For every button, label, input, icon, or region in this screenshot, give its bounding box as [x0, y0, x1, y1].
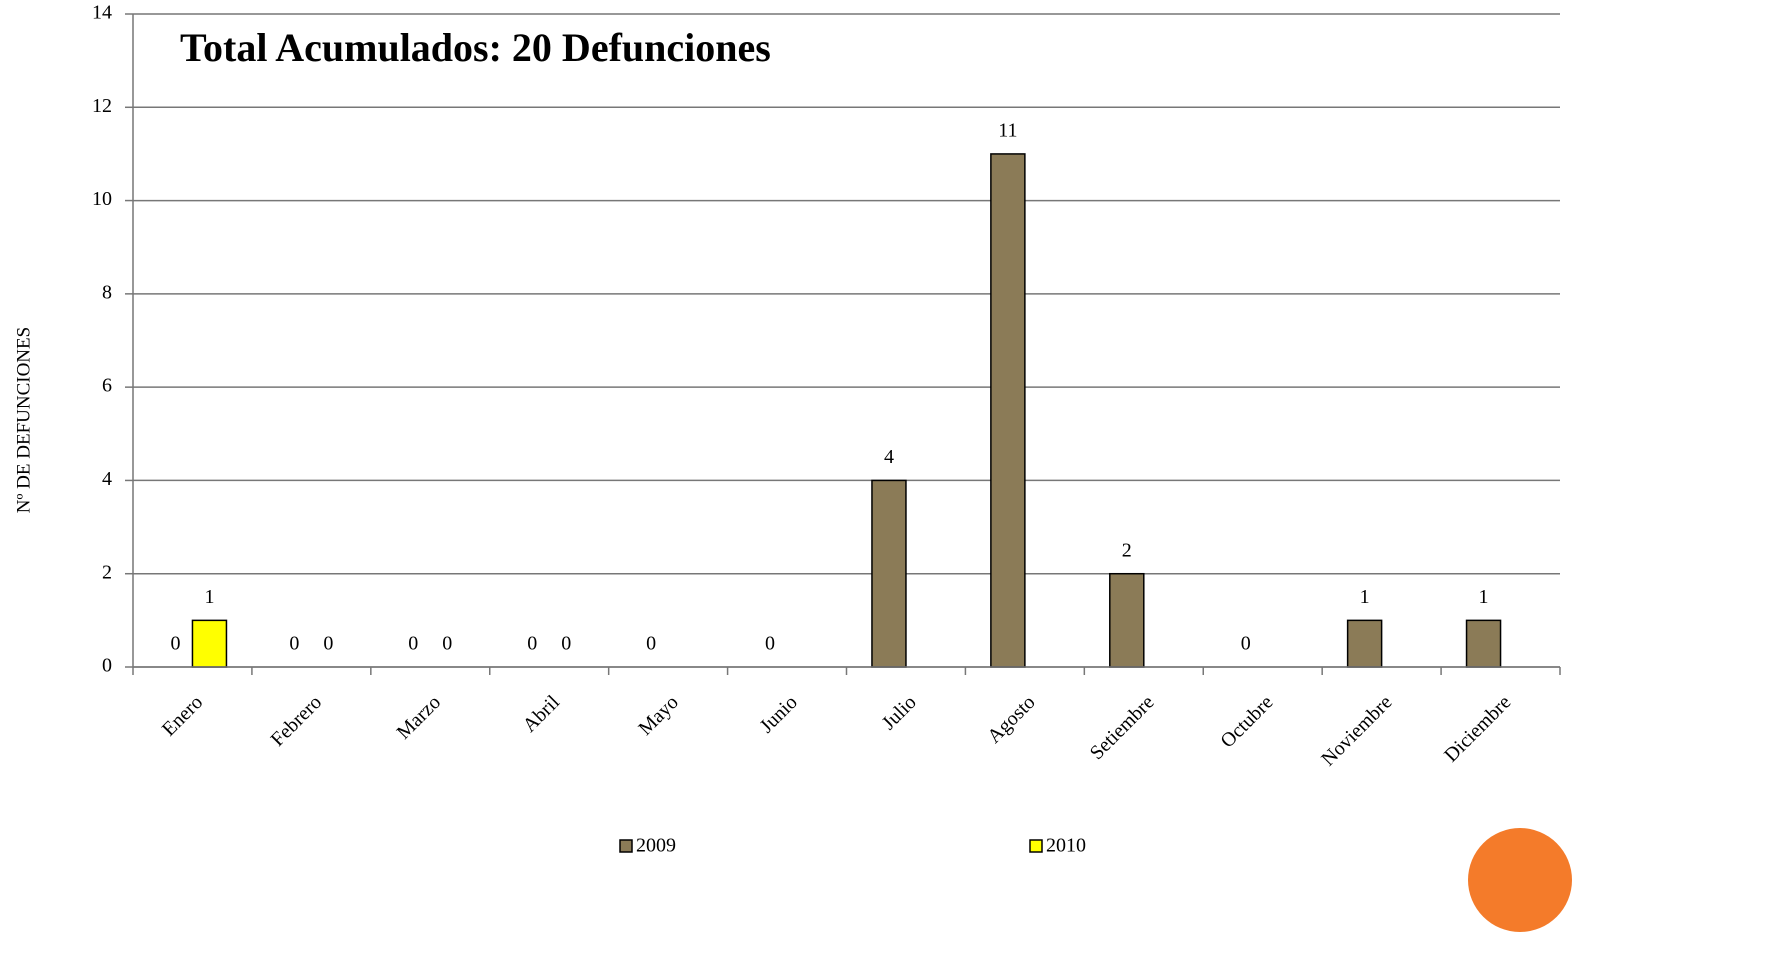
x-tick-label: Julio [878, 691, 921, 734]
x-tick-label: Noviembre [1317, 691, 1396, 770]
x-tick-label: Mayo [634, 691, 683, 740]
title-box [160, 15, 1000, 105]
decoration [1468, 828, 1572, 932]
data-label: 0 [289, 633, 299, 655]
legend-label: 2009 [636, 835, 676, 857]
y-tick-label: 4 [102, 468, 112, 490]
x-tick-label: Junio [756, 691, 802, 737]
data-label: 1 [204, 586, 214, 608]
y-tick-label: 12 [92, 95, 112, 117]
x-tick-label: Diciembre [1440, 691, 1515, 766]
data-label: 4 [884, 446, 894, 468]
data-label: 1 [1479, 586, 1489, 608]
data-label: 0 [323, 633, 333, 655]
y-axis-label: Nº DE DEFUNCIONES [13, 327, 34, 513]
y-tick-label: 0 [102, 655, 112, 677]
x-tick-label: Febrero [267, 691, 327, 751]
data-label: 0 [527, 633, 537, 655]
y-tick-label: 14 [92, 2, 112, 24]
y-tick-label: 6 [102, 375, 112, 397]
chart-title: Total Acumulados: 20 Defunciones [180, 25, 771, 70]
x-tick-label: Octubre [1216, 691, 1277, 752]
data-label: 0 [170, 633, 180, 655]
x-tick-label: Agosto [983, 691, 1039, 747]
bar [191, 619, 228, 668]
bar [1346, 619, 1383, 668]
data-label: 2 [1122, 539, 1132, 561]
legend-swatch [619, 839, 633, 853]
data-label: 0 [442, 633, 452, 655]
x-tick-label: Abril [519, 691, 565, 737]
x-tick-label: Marzo [393, 691, 445, 743]
y-tick-label: 10 [92, 188, 112, 210]
data-label: 0 [1241, 633, 1251, 655]
x-tick-label: Setiembre [1086, 691, 1159, 764]
data-label: 0 [561, 633, 571, 655]
x-tick-label: Enero [158, 691, 207, 740]
data-label: 0 [408, 633, 418, 655]
y-tick-label: 8 [102, 281, 112, 303]
data-label: 11 [998, 120, 1017, 142]
data-label: 0 [646, 633, 656, 655]
bar [871, 479, 907, 668]
bar [1465, 619, 1502, 668]
legend-swatch [1029, 839, 1043, 853]
bar [1109, 572, 1145, 668]
y-tick-label: 2 [102, 561, 112, 583]
bar [990, 153, 1026, 668]
data-label: 1 [1360, 586, 1370, 608]
legend-label: 2010 [1046, 835, 1086, 857]
data-label: 0 [765, 633, 775, 655]
